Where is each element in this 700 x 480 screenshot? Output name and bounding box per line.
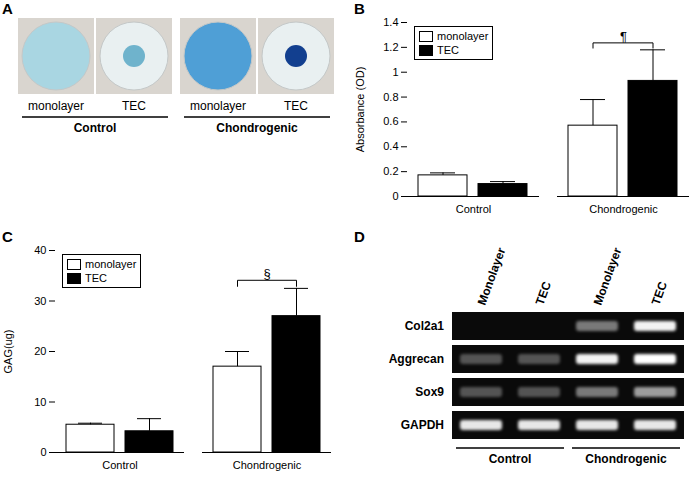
- html-text:monolayer: monolayer: [85, 258, 137, 270]
- svg-text:Chondrogenic: Chondrogenic: [589, 203, 658, 215]
- svg-text:Control: Control: [74, 121, 117, 135]
- svg-text:Sox9: Sox9: [415, 385, 444, 399]
- svg-text:Control: Control: [489, 452, 532, 466]
- svg-text:0.2: 0.2: [383, 165, 398, 177]
- svg-text:1: 1: [392, 66, 398, 78]
- svg-text:0.4: 0.4: [383, 140, 398, 152]
- svg-text:monolayer: monolayer: [190, 99, 246, 113]
- svg-text:Absorbance (OD): Absorbance (OD): [354, 67, 366, 153]
- svg-text:TEC: TEC: [122, 99, 146, 113]
- svg-text:30: 30: [34, 295, 46, 307]
- svg-text:TEC: TEC: [284, 99, 308, 113]
- svg-text:TEC: TEC: [649, 279, 670, 307]
- svg-text:Control: Control: [456, 203, 491, 215]
- svg-text:Col2a1: Col2a1: [405, 319, 445, 333]
- svg-text:monolayer: monolayer: [28, 99, 84, 113]
- html-text:monolayer: monolayer: [437, 30, 489, 42]
- svg-text:GAG(ug): GAG(ug): [2, 329, 14, 373]
- html-text:TEC: TEC: [437, 44, 459, 56]
- svg-text:0: 0: [40, 446, 46, 458]
- svg-text:0.6: 0.6: [383, 115, 398, 127]
- svg-text:1.2: 1.2: [383, 41, 398, 53]
- svg-text:TEC: TEC: [533, 279, 554, 307]
- svg-text:Chondrogenic: Chondrogenic: [233, 459, 302, 471]
- svg-text:D: D: [354, 228, 365, 245]
- svg-text:Aggrecan: Aggrecan: [389, 352, 444, 366]
- svg-text:A: A: [2, 0, 13, 17]
- svg-text:GAPDH: GAPDH: [401, 418, 444, 432]
- svg-text:Monolayer: Monolayer: [475, 246, 509, 307]
- svg-text:1.4: 1.4: [383, 16, 398, 28]
- svg-text:¶: ¶: [620, 29, 627, 44]
- svg-text:Monolayer: Monolayer: [591, 246, 625, 307]
- svg-text:10: 10: [34, 396, 46, 408]
- svg-text:20: 20: [34, 345, 46, 357]
- html-text:C: C: [2, 228, 13, 245]
- svg-text:40: 40: [34, 244, 46, 256]
- svg-text:Chondrogenic: Chondrogenic: [585, 452, 667, 466]
- svg-text:0.8: 0.8: [383, 91, 398, 103]
- svg-text:0: 0: [392, 190, 398, 202]
- svg-text:Chondrogenic: Chondrogenic: [216, 121, 298, 135]
- html-text:TEC: TEC: [85, 272, 107, 284]
- html-text:B: B: [354, 0, 365, 17]
- svg-text:§: §: [263, 266, 270, 281]
- svg-text:Control: Control: [102, 459, 137, 471]
